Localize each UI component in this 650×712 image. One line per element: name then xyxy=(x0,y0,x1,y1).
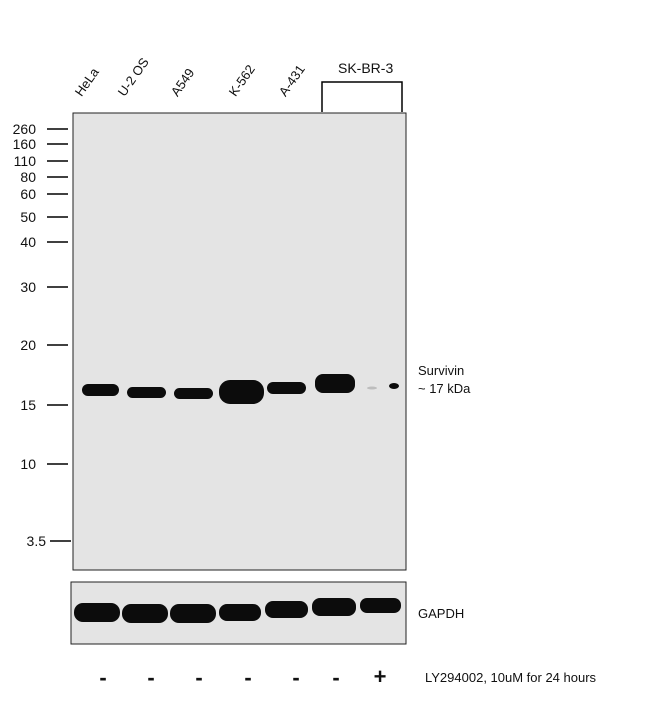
treatment-symbol-lane-7: + xyxy=(373,664,387,689)
mw-label-160: 160 xyxy=(12,136,36,152)
treatment-symbol-lane-6: - xyxy=(332,665,340,690)
survivin-band-lane-3 xyxy=(174,388,213,399)
mw-label-20: 20 xyxy=(20,337,36,353)
survivin-band-lane-6 xyxy=(315,374,355,393)
gapdh-band-lane-3 xyxy=(170,604,216,623)
survivin-band-lane-5 xyxy=(267,382,306,394)
treatment-label: LY294002, 10uM for 24 hours xyxy=(425,670,597,685)
mw-label-10: 10 xyxy=(20,456,36,472)
target-label-name: Survivin xyxy=(418,363,465,378)
mw-label-15: 15 xyxy=(20,397,36,413)
mw-ticks xyxy=(47,128,71,542)
mw-label-40: 40 xyxy=(20,234,36,250)
treatment-symbol-lane-1: - xyxy=(99,665,107,690)
loading-control-label: GAPDH xyxy=(418,606,465,621)
gapdh-band-lane-4 xyxy=(219,604,261,621)
gapdh-band-lane-2 xyxy=(122,604,168,623)
mw-label-60: 60 xyxy=(20,186,36,202)
mw-label-260: 260 xyxy=(12,121,36,137)
gapdh-band-lane-1 xyxy=(74,603,120,622)
survivin-faint-lane-7 xyxy=(367,386,377,390)
survivin-band-lane-2 xyxy=(127,387,166,398)
treatment-symbol-lane-4: - xyxy=(244,665,252,690)
survivin-band-lane-1 xyxy=(82,384,119,396)
mw-label-110: 110 xyxy=(13,153,36,169)
mw-label-30: 30 xyxy=(20,279,36,295)
gapdh-band-lane-7 xyxy=(360,598,401,613)
survivin-bands xyxy=(82,374,399,404)
treatment-symbol-lane-2: - xyxy=(147,665,155,690)
gapdh-bands xyxy=(74,598,401,623)
mw-label-50: 50 xyxy=(20,209,36,225)
treatment-symbol-lane-3: - xyxy=(195,665,203,690)
survivin-band-lane-4 xyxy=(219,380,264,404)
survivin-band-lane-7 xyxy=(389,383,399,389)
group-label-skbr3: SK-BR-3 xyxy=(338,60,394,76)
mw-label-80: 80 xyxy=(20,169,36,185)
mw-label-3-5: 3.5 xyxy=(26,533,46,549)
survivin-membrane xyxy=(72,112,407,571)
gapdh-band-lane-5 xyxy=(265,601,308,618)
gapdh-band-lane-6 xyxy=(312,598,356,616)
treatment-symbol-lane-5: - xyxy=(292,665,300,690)
group-bracket xyxy=(321,81,403,112)
target-label-size: ~ 17 kDa xyxy=(418,381,471,396)
